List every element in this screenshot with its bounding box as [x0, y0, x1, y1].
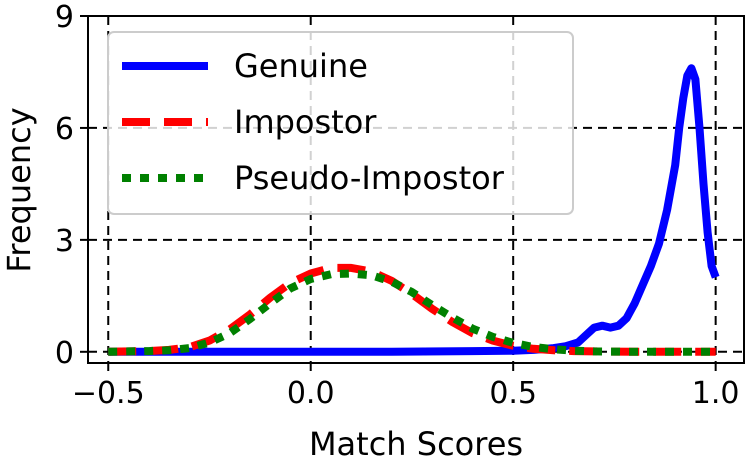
legend-label: Pseudo-Impostor	[234, 159, 505, 197]
x-tick-label: 0.5	[489, 376, 537, 411]
axis-ticks: −0.5 0.0 0.5 1.0 0 3 6 9	[55, 0, 740, 411]
y-tick-label: 3	[55, 224, 74, 259]
x-tick-label: 0.0	[287, 376, 335, 411]
series-line-pseudo-impostor	[108, 269, 716, 356]
y-tick-label: 6	[55, 112, 74, 147]
series-lines	[108, 64, 720, 356]
y-tick-label: 9	[55, 0, 74, 35]
legend: Genuine Impostor Pseudo-Impostor	[107, 31, 574, 215]
legend-label: Genuine	[234, 47, 368, 85]
x-tick-label: −0.5	[72, 376, 145, 411]
plot-frame	[87, 15, 745, 364]
series-line-genuine	[108, 64, 720, 356]
y-tick-label: 0	[55, 336, 74, 371]
y-axis-label: Frequency	[0, 107, 38, 272]
x-axis-label: Match Scores	[309, 425, 523, 462]
legend-label: Impostor	[234, 103, 377, 141]
series-line-impostor	[108, 263, 716, 356]
legend-box	[107, 31, 574, 215]
x-tick-label: 1.0	[692, 376, 740, 411]
